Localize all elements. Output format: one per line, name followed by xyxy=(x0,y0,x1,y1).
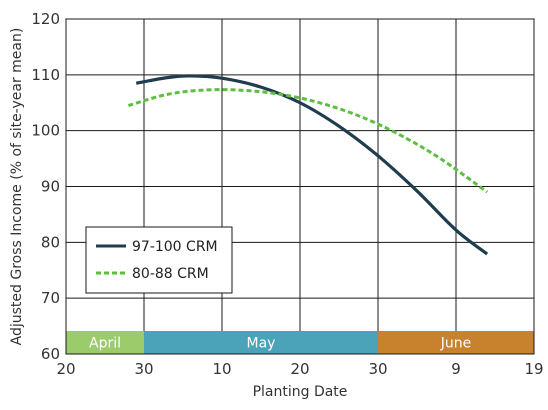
x-axis-title: Planting Date xyxy=(253,384,348,400)
x-tick-label: 20 xyxy=(56,360,75,378)
legend-box xyxy=(85,226,233,294)
x-tick-label: 30 xyxy=(134,360,153,378)
y-tick-label: 90 xyxy=(41,178,60,196)
month-label-april: April xyxy=(89,336,121,352)
series-line-0 xyxy=(135,74,489,256)
y-tick-label: 100 xyxy=(31,122,60,140)
month-band-june xyxy=(378,331,534,354)
x-tick-label: 19 xyxy=(524,360,543,378)
plot-frame xyxy=(65,18,535,355)
x-tick-label: 9 xyxy=(451,360,461,378)
month-label-may: May xyxy=(247,336,276,352)
y-tick-label: 60 xyxy=(41,345,60,363)
month-band-may xyxy=(144,331,378,354)
y-tick-label: 80 xyxy=(41,233,60,251)
y-tick-label: 110 xyxy=(31,66,60,84)
y-axis-title: Adjusted Gross Income (% of site-year me… xyxy=(9,28,25,346)
x-tick-label: 20 xyxy=(290,360,309,378)
legend-label-0: 97-100 CRM xyxy=(132,239,218,255)
month-label-june: June xyxy=(440,336,472,352)
x-tick-label: 10 xyxy=(212,360,231,378)
legend-label-1: 80-88 CRM xyxy=(132,266,209,282)
y-tick-label: 120 xyxy=(31,10,60,28)
y-tick-label: 70 xyxy=(41,289,60,307)
month-band-april xyxy=(66,331,144,354)
series-line-1 xyxy=(127,88,489,194)
x-tick-label: 30 xyxy=(368,360,387,378)
